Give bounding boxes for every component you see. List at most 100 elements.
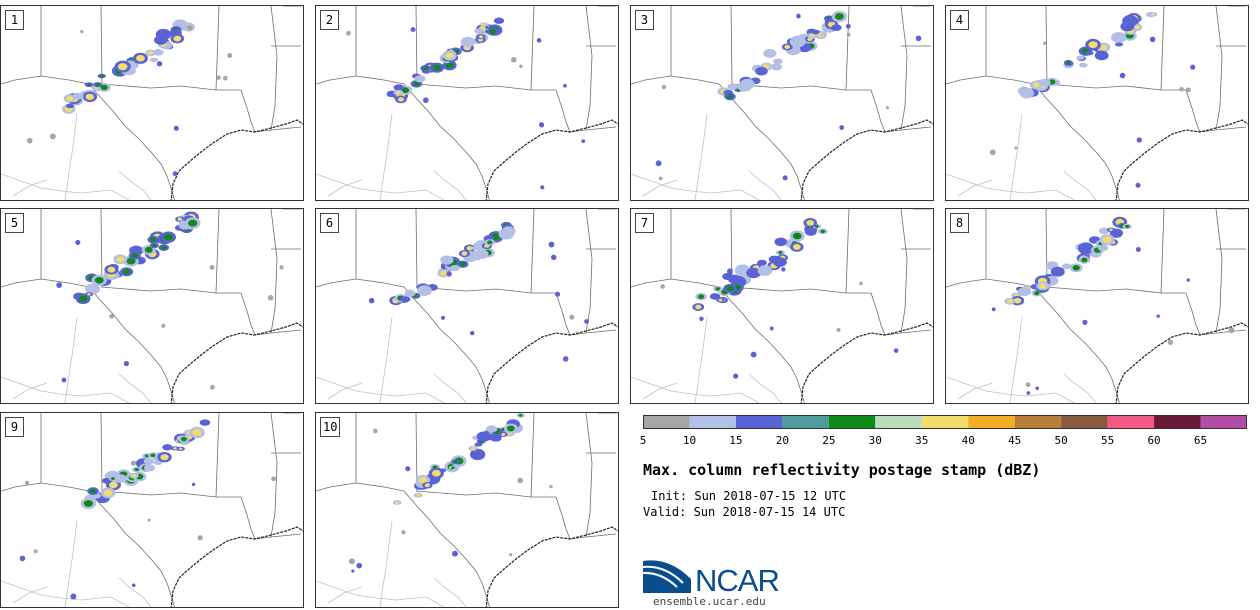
state-border (946, 75, 1120, 200)
country-border (433, 170, 467, 200)
echo-speck (1136, 137, 1142, 143)
echo-speck (1156, 314, 1160, 318)
echo-core (820, 229, 826, 234)
echo-core (487, 240, 493, 245)
echo-cell (65, 103, 75, 109)
country-border (748, 373, 782, 403)
echo-cell (1050, 266, 1065, 277)
echo-speck (1119, 72, 1126, 79)
state-border (569, 126, 617, 133)
logo-url: ensemble.ucar.edu (653, 595, 766, 608)
echo-speck (699, 316, 704, 321)
echo-core (87, 292, 91, 296)
echo-core (150, 453, 156, 458)
echo-core (122, 269, 131, 275)
state-border (530, 6, 535, 91)
colorbar-tick-label: 30 (868, 434, 882, 447)
colorbar-tick-label: 50 (1054, 434, 1068, 447)
echo-core (87, 83, 91, 87)
stamp-panel-1: 1 (0, 5, 304, 201)
echo-cell (417, 285, 432, 296)
echo-speck (769, 326, 774, 331)
echo-cell (476, 431, 491, 442)
echo-speck (173, 125, 179, 131)
echo-cell (404, 289, 416, 297)
reflectivity-field (660, 218, 899, 379)
colorbar-bin (828, 415, 876, 429)
echo-core (396, 90, 401, 95)
coastline (485, 526, 618, 607)
echo-speck (209, 264, 215, 270)
echo-cell (149, 57, 159, 63)
echo-speck (401, 530, 406, 535)
echo-speck (660, 284, 665, 289)
colorbar-bin (968, 415, 1015, 429)
echo-core (131, 253, 138, 259)
echo-core (83, 499, 93, 507)
echo-cell (1077, 242, 1094, 255)
echo-speck (563, 83, 567, 88)
echo-speck (554, 291, 561, 297)
echo-speck (655, 160, 662, 167)
echo-speck (519, 64, 523, 69)
echo-core (94, 276, 104, 284)
echo-core (100, 84, 108, 91)
state-border (100, 490, 241, 498)
state-border (585, 413, 593, 538)
colorbar-tick-label: 15 (729, 434, 743, 447)
echo-cell (773, 257, 787, 267)
echo-speck (581, 139, 586, 144)
country-border (694, 113, 708, 200)
echo-core (1066, 60, 1071, 64)
country-border (957, 179, 993, 197)
echo-cell (831, 24, 842, 31)
echo-core (792, 232, 802, 240)
member-label: 6 (320, 213, 339, 233)
coastline (170, 526, 303, 607)
reflectivity-field (19, 419, 277, 600)
echo-core (445, 62, 454, 69)
echo-core (424, 483, 431, 488)
echo-core (1081, 257, 1088, 263)
map-base (316, 209, 618, 403)
state-border (1045, 6, 1048, 85)
echo-core (1125, 224, 1130, 229)
echo-cell (1076, 55, 1085, 60)
state-border (100, 6, 103, 85)
echo-speck (1167, 339, 1174, 345)
state-border (730, 83, 871, 91)
echo-core (192, 429, 202, 436)
state-border (100, 413, 103, 492)
echo-speck (536, 38, 542, 43)
echo-speck (470, 330, 475, 336)
echo-cell (162, 444, 173, 451)
stamp-panel-7: 7 (630, 208, 934, 404)
echo-cell (755, 66, 768, 76)
echo-speck (123, 360, 129, 367)
echo-speck (885, 106, 890, 110)
state-border (1, 75, 175, 200)
map-base (1, 413, 303, 607)
echo-cell (493, 17, 505, 24)
echo-speck (733, 373, 739, 379)
echo-core (150, 237, 157, 242)
state-border (100, 209, 103, 288)
echo-cell (486, 425, 498, 433)
echo-speck (991, 307, 996, 312)
state-border (100, 286, 241, 294)
state-border (240, 89, 256, 133)
country-border (64, 316, 78, 403)
echo-cell (773, 58, 783, 65)
echo-speck (1014, 146, 1018, 150)
echo-speck (845, 23, 851, 29)
echo-cell (450, 265, 461, 271)
echo-cell (727, 83, 739, 91)
echo-core (1039, 283, 1047, 289)
state-border (270, 6, 278, 131)
map-base (1, 6, 303, 200)
map-base (946, 6, 1248, 200)
init-time: Init: Sun 2018-07-15 12 UTC (651, 489, 847, 503)
state-border (555, 292, 571, 336)
echo-core (778, 251, 783, 255)
echo-cell (770, 63, 783, 71)
